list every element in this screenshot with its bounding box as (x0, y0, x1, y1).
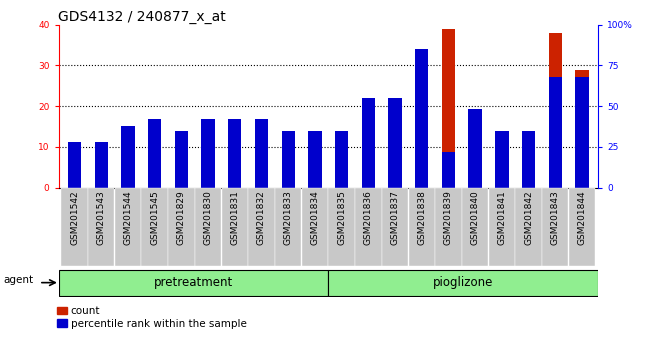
Bar (202, 119, 214, 188)
Text: GSM201543: GSM201543 (97, 190, 106, 245)
Text: GSM201844: GSM201844 (577, 190, 586, 245)
FancyBboxPatch shape (462, 188, 488, 266)
Text: GSM201840: GSM201840 (471, 190, 480, 245)
FancyBboxPatch shape (61, 188, 88, 266)
Bar (335, 131, 348, 188)
Text: GSM201841: GSM201841 (497, 190, 506, 245)
Bar (575, 70, 589, 188)
Text: GSM201545: GSM201545 (150, 190, 159, 245)
Text: GSM201838: GSM201838 (417, 190, 426, 245)
Bar (122, 126, 135, 188)
Bar (175, 131, 188, 188)
FancyBboxPatch shape (489, 188, 515, 266)
Text: GSM201832: GSM201832 (257, 190, 266, 245)
Text: GSM201842: GSM201842 (524, 190, 533, 245)
Bar (522, 137, 535, 188)
Bar (415, 49, 428, 188)
Text: GSM201835: GSM201835 (337, 190, 346, 245)
FancyBboxPatch shape (542, 188, 569, 266)
Text: GSM201839: GSM201839 (444, 190, 453, 245)
Bar (281, 139, 295, 188)
FancyBboxPatch shape (302, 188, 328, 266)
Bar (255, 119, 268, 188)
Bar (575, 77, 589, 188)
FancyBboxPatch shape (328, 188, 355, 266)
FancyBboxPatch shape (275, 188, 302, 266)
Bar (281, 131, 295, 188)
Bar (68, 151, 81, 188)
Bar (495, 131, 508, 188)
Bar (469, 109, 482, 188)
FancyBboxPatch shape (515, 188, 542, 266)
FancyBboxPatch shape (222, 188, 248, 266)
FancyBboxPatch shape (142, 188, 168, 266)
Bar (415, 143, 428, 188)
Bar (442, 29, 455, 188)
Text: GSM201834: GSM201834 (311, 190, 319, 245)
FancyBboxPatch shape (88, 188, 114, 266)
Text: GSM201836: GSM201836 (364, 190, 373, 245)
Bar (442, 152, 455, 188)
Bar (68, 142, 81, 188)
Bar (202, 141, 214, 188)
Text: agent: agent (3, 275, 33, 285)
FancyBboxPatch shape (168, 188, 194, 266)
Text: GSM201544: GSM201544 (124, 190, 133, 245)
Text: GSM201829: GSM201829 (177, 190, 186, 245)
Bar (388, 118, 402, 188)
Bar (522, 131, 535, 188)
Bar (94, 142, 108, 188)
Bar (361, 110, 375, 188)
FancyBboxPatch shape (408, 188, 435, 266)
FancyBboxPatch shape (58, 270, 328, 296)
FancyBboxPatch shape (436, 188, 461, 266)
Bar (388, 98, 402, 188)
Text: GSM201833: GSM201833 (283, 190, 292, 245)
Bar (549, 33, 562, 188)
Bar (148, 131, 161, 188)
Text: GSM201837: GSM201837 (391, 190, 400, 245)
Bar (549, 77, 562, 188)
Bar (495, 147, 508, 188)
Legend: count, percentile rank within the sample: count, percentile rank within the sample (57, 306, 246, 329)
Text: GSM201843: GSM201843 (551, 190, 560, 245)
FancyBboxPatch shape (195, 188, 221, 266)
FancyBboxPatch shape (569, 188, 595, 266)
FancyBboxPatch shape (382, 188, 408, 266)
Text: pretreatment: pretreatment (154, 276, 233, 289)
FancyBboxPatch shape (328, 270, 598, 296)
Bar (335, 139, 348, 188)
Text: GSM201831: GSM201831 (230, 190, 239, 245)
Bar (255, 131, 268, 188)
Bar (175, 145, 188, 188)
Text: GDS4132 / 240877_x_at: GDS4132 / 240877_x_at (58, 10, 226, 24)
Bar (148, 119, 161, 188)
FancyBboxPatch shape (248, 188, 275, 266)
Bar (228, 131, 241, 188)
Text: GSM201830: GSM201830 (203, 190, 213, 245)
Bar (469, 125, 482, 188)
Bar (228, 119, 241, 188)
Bar (122, 143, 135, 188)
Bar (361, 98, 375, 188)
Bar (308, 131, 322, 188)
Text: pioglizone: pioglizone (433, 276, 493, 289)
Bar (94, 147, 108, 188)
FancyBboxPatch shape (114, 188, 141, 266)
Text: GSM201542: GSM201542 (70, 190, 79, 245)
Bar (308, 141, 322, 188)
FancyBboxPatch shape (355, 188, 382, 266)
